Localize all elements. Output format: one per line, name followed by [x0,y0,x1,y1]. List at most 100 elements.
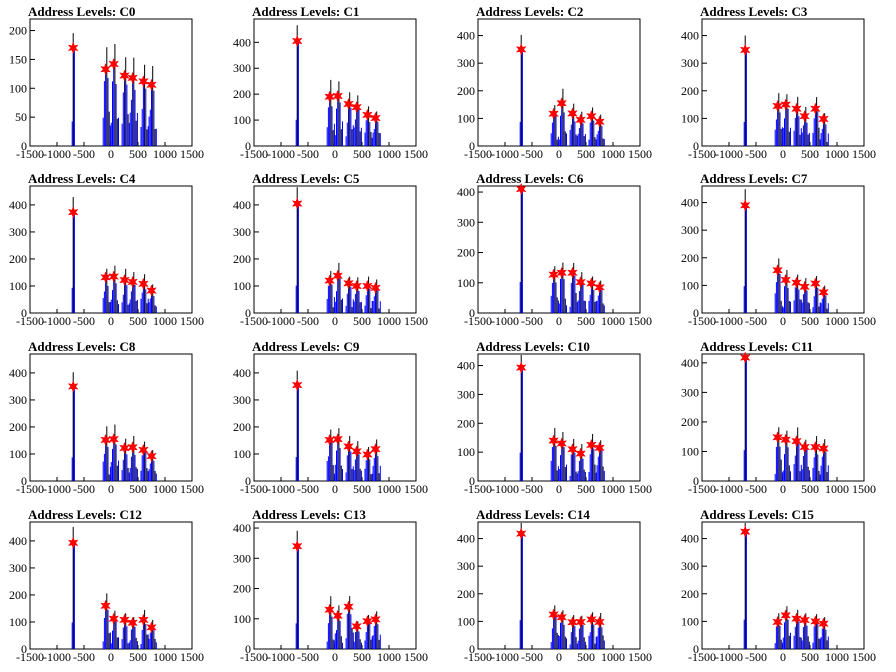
x-tick-label: 500 [801,314,819,328]
x-tick-label: -500 [297,147,319,161]
peak-marker [100,271,111,284]
peak-marker [108,612,120,625]
x-tick-label: -500 [73,147,95,161]
peak-marker [594,441,605,455]
chart-panel: Address Levels: C8 0 100 200 300 400 -1500 -100… [9,339,204,496]
chart-panel: Address Levels: C2 0 100 200 300 400 -1500 -100… [457,4,652,161]
peak-marker [332,432,344,446]
y-tick-label: 400 [457,29,475,43]
x-tick-label: 1500 [852,650,876,664]
y-tick-label: 100 [9,447,27,461]
x-tick-label: -500 [745,147,767,161]
x-tick-label: -1000 [715,650,743,664]
x-tick-label: -1000 [715,314,743,328]
x-tick-label: -1500 [688,314,716,328]
chart-title: Address Levels: C6 [476,171,584,186]
x-tick-label: 1500 [404,147,428,161]
x-tick-label: -1500 [464,147,492,161]
x-tick-label: -1500 [688,147,716,161]
y-tick-label: 200 [457,416,475,430]
plot-frame [29,185,193,314]
x-tick-label: 0 [332,650,338,664]
peak-marker [108,270,120,283]
peak-marker [548,107,559,120]
x-tick-label: 1500 [852,314,876,328]
y-tick-label: 300 [233,61,251,75]
x-tick-label: -1000 [491,314,519,328]
y-tick-label: 400 [9,198,27,212]
x-tick-label: 1500 [628,482,652,496]
peak-marker [780,273,792,287]
peak-marker [138,613,149,627]
y-tick-label: 0 [21,306,27,320]
y-tick-label: 400 [9,366,27,380]
peak-marker [586,109,597,123]
x-tick-label: -500 [521,147,543,161]
peak-marker [791,276,802,289]
x-tick-label: -1000 [267,314,295,328]
peak-marker [291,197,303,210]
x-tick-label: 1500 [628,314,652,328]
chart-title: Address Levels: C9 [252,339,360,354]
x-tick-label: -1000 [267,482,295,496]
y-tick-label: 400 [681,532,699,546]
x-tick-label: 1000 [601,314,625,328]
y-tick-label: 200 [457,246,475,260]
x-tick-label: 500 [801,147,819,161]
x-tick-label: 500 [353,650,371,664]
peak-marker [146,621,157,634]
peak-marker [810,615,821,628]
y-tick-label: 200 [681,587,699,601]
peak-marker [370,613,381,626]
peak-marker [351,620,362,633]
x-tick-label: 0 [556,147,562,161]
peak-marker [575,447,586,460]
y-tick-label: 200 [233,252,251,266]
x-tick-label: 1500 [180,314,204,328]
plot-frame [701,18,865,147]
peak-marker [351,100,362,114]
y-tick-label: 100 [457,111,475,125]
x-tick-label: 500 [353,482,371,496]
x-tick-label: -500 [521,482,543,496]
x-tick-label: -500 [745,482,767,496]
peak-marker [575,113,586,126]
peak-marker [138,443,149,457]
y-tick-label: 0 [21,642,27,656]
peak-marker [291,34,303,48]
peak-marker [548,268,559,281]
peak-marker [556,266,568,280]
peak-marker [370,442,381,456]
chart-panel: Address Levels: C11 0 100 200 300 400 -1500 -10… [681,339,876,496]
y-tick-label: 0 [469,642,475,656]
y-tick-label: 400 [681,196,699,210]
peak-marker [343,600,354,613]
peak-marker [138,277,149,291]
peak-marker [791,612,802,625]
y-tick-label: 0 [245,474,251,488]
peak-marker [515,182,527,196]
x-tick-label: -500 [73,482,95,496]
x-tick-label: -1000 [715,147,743,161]
chart-title: Address Levels: C3 [700,4,808,19]
x-tick-label: 500 [577,650,595,664]
peak-marker [739,199,751,212]
y-tick-label: 100 [681,444,699,458]
x-tick-label: 1500 [852,482,876,496]
peak-marker [791,102,802,115]
x-tick-label: 0 [556,482,562,496]
y-tick-label: 300 [9,561,27,575]
peak-marker [780,98,792,111]
y-tick-label: 400 [233,521,251,535]
peak-marker [108,432,120,446]
x-tick-label: 1000 [377,314,401,328]
x-tick-label: 0 [332,147,338,161]
x-tick-label: 500 [577,314,595,328]
y-tick-label: 0 [693,642,699,656]
plot-frame [253,18,417,147]
y-tick-label: 200 [9,252,27,266]
peak-marker [791,434,802,448]
x-tick-label: 0 [780,650,786,664]
chart-panel: Address Levels: C13 0 100 200 300 400 -1500 -10… [233,507,428,664]
x-tick-label: -1500 [688,650,716,664]
